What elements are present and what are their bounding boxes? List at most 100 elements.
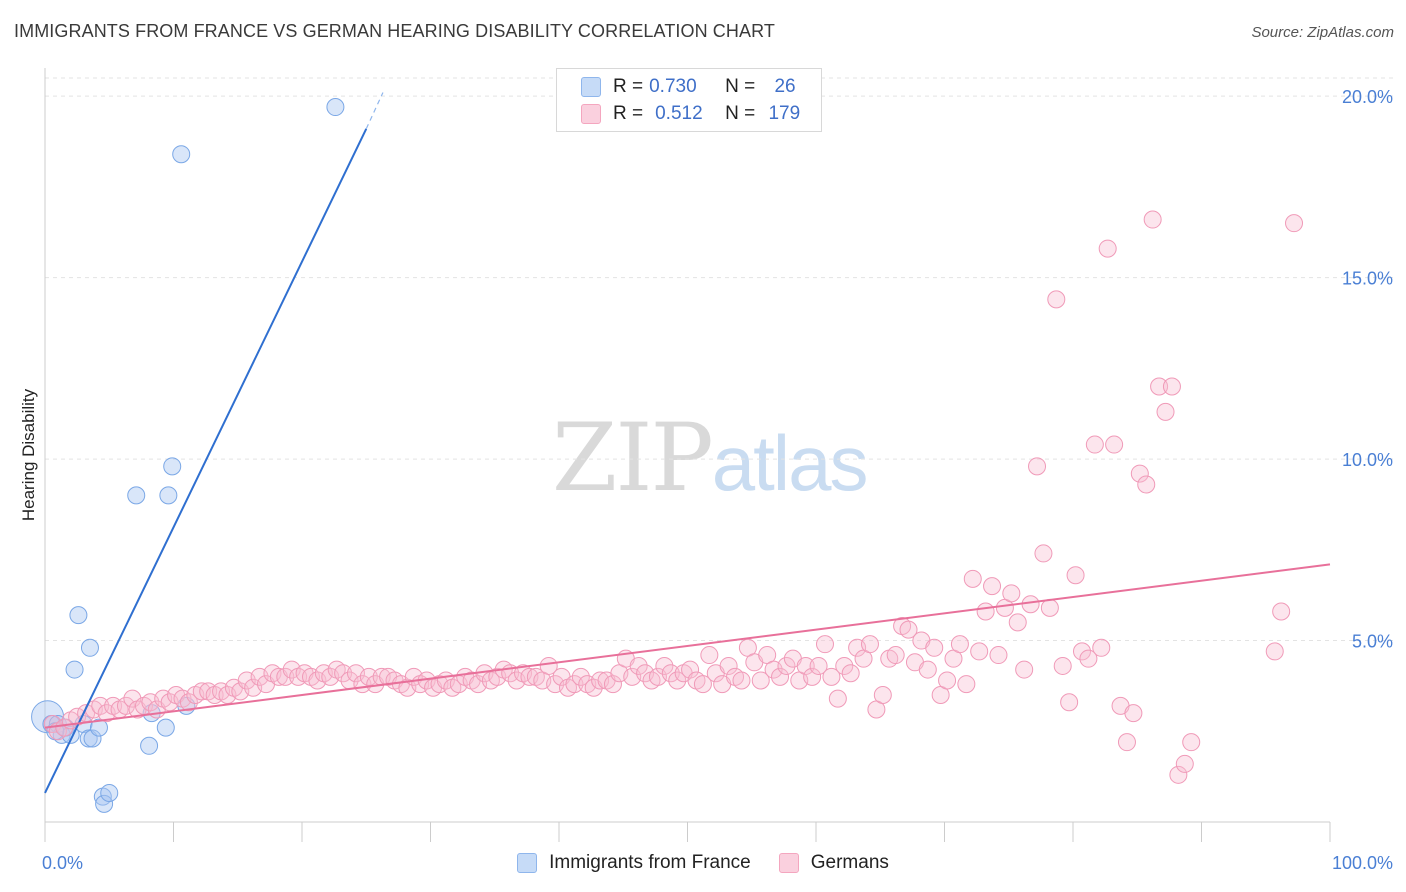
point-germans xyxy=(1285,214,1304,233)
point-germans xyxy=(796,656,815,675)
legend-row-germans: R = 0.512 N = 179 xyxy=(581,101,800,127)
point-germans xyxy=(860,635,879,654)
point-germans xyxy=(719,656,738,675)
axis-labels: 5.0% 10.0% 15.0% 20.0% 0.0% 100.0% Hearing Dis… xyxy=(19,87,1393,873)
point-france xyxy=(100,783,119,802)
point-germans xyxy=(681,660,700,679)
point-germans xyxy=(963,569,982,588)
series-legend-france: Immigrants from France xyxy=(517,852,751,874)
point-germans xyxy=(700,646,719,665)
point-germans xyxy=(918,660,937,679)
point-germans xyxy=(873,685,892,704)
point-germans xyxy=(1098,239,1117,258)
point-germans xyxy=(55,718,74,737)
point-germans xyxy=(603,675,622,694)
point-germans xyxy=(1156,402,1175,421)
point-france xyxy=(65,660,84,679)
point-germans xyxy=(571,667,590,686)
legend-r-value: 0.512 xyxy=(655,103,703,124)
point-germans xyxy=(334,664,353,683)
point-germans xyxy=(925,638,944,657)
point-germans xyxy=(828,689,847,708)
series-label-france: Immigrants from France xyxy=(549,852,751,873)
chart-title: IMMIGRANTS FROM FRANCE VS GERMAN HEARING… xyxy=(14,21,775,41)
y-tick-label: 10.0% xyxy=(1342,450,1393,470)
point-germans xyxy=(771,667,790,686)
point-germans xyxy=(1040,598,1059,617)
y-tick-label: 15.0% xyxy=(1342,269,1393,289)
point-france xyxy=(127,486,146,505)
point-germans xyxy=(179,693,198,712)
series-label-germans: Germans xyxy=(810,852,889,873)
legend-n-value: 179 xyxy=(768,103,801,124)
legend-swatch-germans xyxy=(581,104,601,124)
point-germans xyxy=(116,696,135,715)
point-france xyxy=(159,486,178,505)
point-france xyxy=(69,606,88,625)
point-germans xyxy=(822,667,841,686)
legend-n-label: N = xyxy=(725,103,761,124)
point-germans xyxy=(983,577,1002,596)
watermark: ZIPatlas xyxy=(552,404,869,513)
point-germans xyxy=(1175,754,1194,773)
point-germans xyxy=(655,656,674,675)
point-germans xyxy=(1028,457,1047,476)
correlation-legend: R = 0.730 N = 26 R = 0.512 N = 179 xyxy=(556,68,822,132)
point-germans xyxy=(899,620,918,639)
point-germans xyxy=(886,646,905,665)
series-swatch-france xyxy=(517,853,538,873)
trend-line-france xyxy=(44,128,368,794)
x-tick-label: 0.0% xyxy=(42,853,83,873)
point-germans xyxy=(1053,656,1072,675)
data-points xyxy=(31,98,1304,813)
point-germans xyxy=(1143,210,1162,229)
trend-line-france-extension xyxy=(365,92,384,130)
point-germans xyxy=(957,675,976,694)
axes xyxy=(44,68,1331,842)
legend-r-label: R = xyxy=(613,76,644,97)
point-germans xyxy=(970,642,989,661)
point-germans xyxy=(693,675,712,694)
point-germans xyxy=(1162,377,1181,396)
point-germans xyxy=(835,656,854,675)
point-germans xyxy=(1265,642,1284,661)
legend-n-label: N = xyxy=(725,76,761,97)
point-germans xyxy=(1092,638,1111,657)
y-axis-label: Hearing Disability xyxy=(19,388,38,521)
grid-lines xyxy=(45,77,1395,642)
point-germans xyxy=(1272,602,1291,621)
point-germans xyxy=(1015,660,1034,679)
point-germans xyxy=(1150,377,1169,396)
point-germans xyxy=(809,656,828,675)
point-germans xyxy=(938,671,957,690)
series-legend: Immigrants from France Germans xyxy=(0,852,1406,874)
legend-swatch-france xyxy=(581,77,601,97)
point-germans xyxy=(1034,544,1053,563)
point-germans xyxy=(1085,435,1104,454)
point-france xyxy=(172,145,191,164)
point-germans xyxy=(359,667,378,686)
y-tick-label: 5.0% xyxy=(1352,632,1393,652)
point-france xyxy=(163,457,182,476)
point-germans xyxy=(1066,566,1085,585)
legend-row-france: R = 0.730 N = 26 xyxy=(581,74,796,100)
point-germans xyxy=(1072,642,1091,661)
point-germans xyxy=(1124,704,1143,723)
legend-r-value: 0.730 xyxy=(649,76,697,97)
point-germans xyxy=(1079,649,1098,668)
point-france xyxy=(140,736,159,755)
point-germans xyxy=(815,635,834,654)
point-germans xyxy=(661,664,680,683)
point-germans xyxy=(539,656,558,675)
point-germans xyxy=(1008,613,1027,632)
legend-n-value: 26 xyxy=(774,76,796,97)
trend-line-germans xyxy=(44,563,1331,729)
watermark-atlas: atlas xyxy=(711,419,869,507)
point-germans xyxy=(1060,693,1079,712)
point-germans xyxy=(1047,290,1066,309)
watermark-zip: ZIP xyxy=(552,404,714,513)
point-germans xyxy=(1002,584,1021,603)
point-germans xyxy=(803,667,822,686)
point-germans xyxy=(751,671,770,690)
point-germans xyxy=(1021,595,1040,614)
